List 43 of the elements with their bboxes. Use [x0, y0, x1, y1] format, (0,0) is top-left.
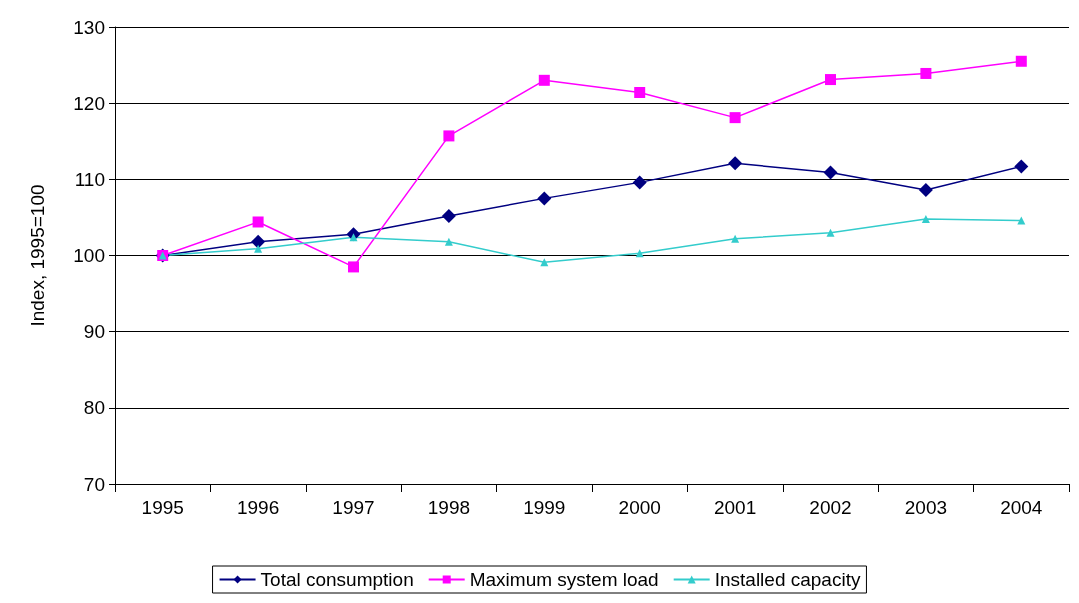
- point: [823, 165, 838, 180]
- x-tick-label: 1995: [141, 497, 184, 518]
- point: [729, 112, 741, 124]
- point: [825, 74, 836, 86]
- point: [537, 191, 552, 206]
- x-tick-label: 2002: [809, 497, 852, 518]
- x-tick-label: 2003: [904, 497, 948, 518]
- y-tick-label: 120: [73, 92, 105, 114]
- legend-label: Installed capacity: [714, 569, 861, 590]
- point: [254, 244, 263, 253]
- y-tick-label: 80: [83, 397, 105, 419]
- x-tick-label: 1998: [427, 497, 471, 518]
- y-tick-label: 130: [73, 16, 105, 38]
- legend-label: Total consumption: [260, 569, 414, 590]
- y-tick-label: 110: [74, 168, 105, 190]
- point: [1015, 55, 1027, 67]
- point: [826, 228, 835, 237]
- point: [1014, 159, 1029, 174]
- point: [441, 208, 456, 223]
- point: [252, 216, 264, 228]
- x-tick-label: 2004: [1000, 497, 1043, 518]
- legend-label: Maximum system load: [469, 569, 659, 590]
- x-tick-label: 1997: [332, 497, 375, 518]
- y-tick-label: 100: [73, 245, 105, 266]
- point: [632, 175, 647, 190]
- point: [348, 261, 359, 273]
- y-tick-label: 70: [83, 473, 105, 495]
- point: [920, 67, 932, 79]
- x-tick-label: 1996: [236, 497, 280, 518]
- x-tick-label: 2001: [713, 497, 757, 518]
- point: [731, 234, 740, 243]
- y-tick-label: 90: [83, 321, 105, 343]
- point: [443, 130, 455, 142]
- point: [921, 214, 930, 223]
- point: [634, 87, 646, 98]
- point: [728, 156, 743, 171]
- x-tick-label: 2000: [618, 497, 661, 518]
- point: [538, 74, 550, 86]
- point: [444, 237, 453, 246]
- point: [918, 183, 933, 197]
- y-axis-title: Index, 1995=100: [27, 184, 48, 327]
- point: [251, 234, 266, 249]
- x-tick-label: 1999: [523, 497, 566, 518]
